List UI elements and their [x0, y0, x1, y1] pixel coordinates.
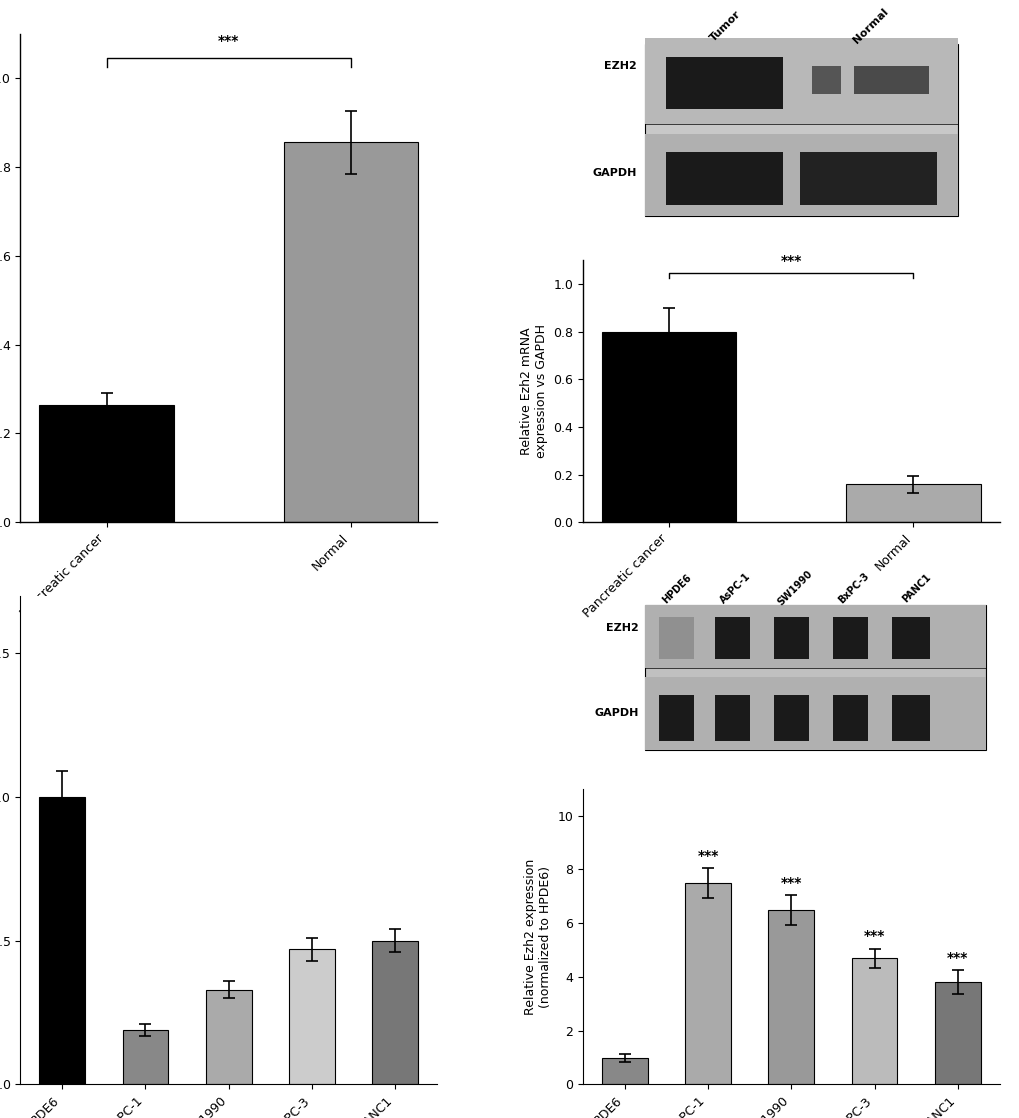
Text: ***: *** — [947, 950, 967, 965]
Bar — [206, 989, 252, 1084]
Bar — [283, 142, 418, 522]
Bar — [846, 484, 979, 522]
Bar — [40, 797, 85, 1084]
Bar — [665, 152, 783, 206]
Bar — [645, 605, 984, 750]
Text: HPDE6: HPDE6 — [659, 572, 693, 605]
Text: EZH2: EZH2 — [605, 623, 638, 633]
Bar — [645, 45, 957, 216]
Bar — [122, 1030, 168, 1084]
Bar — [658, 617, 693, 660]
Text: ***: *** — [780, 254, 801, 268]
Bar — [851, 958, 897, 1084]
Text: Normal: Normal — [851, 7, 890, 45]
Text: Tumor: Tumor — [707, 9, 742, 42]
Y-axis label: Relative Ezh2 expression
(normalized to HPDE6): Relative Ezh2 expression (normalized to … — [523, 859, 551, 1015]
Text: BxPC-3: BxPC-3 — [836, 571, 870, 606]
Text: ***: *** — [697, 849, 718, 863]
Bar — [811, 66, 841, 94]
Bar — [601, 1058, 647, 1084]
Text: AsPC-1: AsPC-1 — [717, 571, 752, 606]
Bar — [645, 605, 984, 669]
Bar — [767, 910, 813, 1084]
Bar — [773, 695, 808, 740]
Text: EZH2: EZH2 — [603, 60, 637, 70]
Bar — [833, 695, 867, 740]
Bar — [833, 617, 867, 660]
Text: PANC1: PANC1 — [899, 572, 931, 605]
Text: GAPDH: GAPDH — [592, 168, 637, 178]
Bar — [645, 134, 957, 216]
Bar — [665, 57, 783, 108]
Bar — [853, 66, 928, 94]
Bar — [891, 617, 929, 660]
Bar — [645, 38, 957, 124]
Y-axis label: Relative Ezh2 mRNA
expression vs GAPDH: Relative Ezh2 mRNA expression vs GAPDH — [519, 324, 547, 458]
Text: ***: *** — [863, 929, 884, 944]
Bar — [891, 695, 929, 740]
Text: SW1990: SW1990 — [774, 569, 813, 608]
Bar — [40, 405, 173, 522]
Bar — [714, 695, 749, 740]
Text: ***: *** — [780, 875, 801, 890]
Bar — [934, 983, 979, 1084]
Text: ***: *** — [218, 35, 239, 48]
Bar — [645, 678, 984, 750]
Bar — [714, 617, 749, 660]
Text: GAPDH: GAPDH — [593, 709, 638, 719]
Bar — [685, 883, 731, 1084]
Bar — [372, 940, 418, 1084]
Bar — [799, 152, 936, 206]
Bar — [773, 617, 808, 660]
Bar — [288, 949, 334, 1084]
Bar — [658, 695, 693, 740]
Bar — [601, 332, 736, 522]
